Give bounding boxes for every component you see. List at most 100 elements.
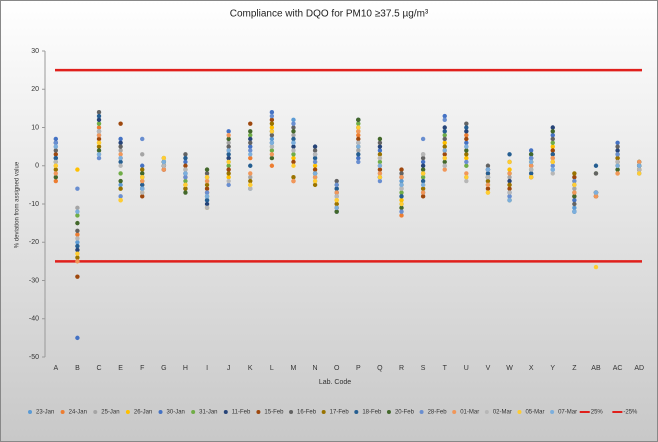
data-point bbox=[507, 171, 512, 176]
data-point bbox=[248, 129, 253, 134]
data-point bbox=[528, 171, 534, 176]
data-point bbox=[75, 243, 80, 249]
data-point bbox=[550, 155, 555, 161]
data-point bbox=[399, 201, 404, 207]
data-point bbox=[356, 125, 361, 130]
data-point bbox=[226, 171, 231, 176]
data-point bbox=[550, 140, 555, 145]
data-point bbox=[507, 197, 512, 203]
data-point bbox=[96, 140, 102, 145]
data-point bbox=[140, 136, 145, 142]
data-point bbox=[442, 152, 447, 157]
data-point bbox=[140, 190, 145, 195]
x-tick-label: AD bbox=[634, 365, 644, 372]
data-point bbox=[442, 132, 447, 138]
data-point bbox=[118, 163, 123, 168]
data-point bbox=[528, 167, 534, 172]
data-point bbox=[226, 182, 231, 188]
data-point bbox=[291, 129, 296, 134]
legend-swatch bbox=[256, 410, 261, 414]
data-point bbox=[442, 159, 447, 165]
data-point bbox=[161, 159, 167, 165]
data-point bbox=[226, 136, 231, 142]
data-point bbox=[464, 140, 469, 145]
data-point bbox=[183, 167, 188, 172]
data-point bbox=[96, 129, 102, 134]
data-point bbox=[118, 178, 123, 184]
data-point bbox=[269, 129, 275, 134]
x-tick-label: L bbox=[270, 365, 274, 372]
data-point bbox=[204, 175, 210, 180]
data-point bbox=[226, 132, 231, 138]
data-point bbox=[75, 259, 80, 264]
data-point bbox=[528, 163, 534, 168]
data-point bbox=[140, 175, 145, 180]
data-point bbox=[96, 125, 102, 130]
data-point bbox=[118, 155, 123, 161]
data-point bbox=[399, 178, 404, 184]
data-point bbox=[75, 209, 80, 214]
x-tick-label: R bbox=[399, 365, 404, 372]
data-point bbox=[269, 152, 275, 157]
data-point bbox=[377, 171, 383, 176]
data-point bbox=[269, 163, 275, 168]
data-point bbox=[550, 129, 555, 134]
data-point bbox=[485, 167, 491, 172]
data-point bbox=[507, 167, 512, 172]
x-axis-label: Lab. Code bbox=[319, 379, 351, 386]
data-point bbox=[312, 144, 318, 149]
data-point bbox=[377, 144, 383, 149]
data-point bbox=[572, 197, 577, 203]
x-tick-label: T bbox=[443, 365, 448, 372]
data-point bbox=[356, 129, 361, 134]
data-point bbox=[356, 152, 361, 157]
data-point bbox=[269, 136, 275, 142]
data-point bbox=[248, 178, 253, 184]
legend-label: 18-Feb bbox=[362, 410, 382, 416]
data-point bbox=[291, 178, 296, 184]
data-point bbox=[334, 186, 339, 191]
data-point bbox=[183, 178, 188, 184]
data-point bbox=[507, 186, 512, 191]
data-point bbox=[183, 182, 188, 188]
data-point bbox=[96, 117, 102, 123]
legend-swatch bbox=[158, 410, 163, 414]
data-point bbox=[161, 167, 167, 172]
data-point bbox=[161, 155, 167, 161]
data-point bbox=[118, 148, 123, 153]
data-point bbox=[312, 159, 318, 165]
data-point bbox=[204, 190, 210, 195]
y-tick-label: 0 bbox=[35, 163, 39, 170]
data-point bbox=[399, 205, 404, 211]
data-point bbox=[312, 148, 318, 153]
data-point bbox=[269, 132, 275, 138]
x-tick-label: V bbox=[486, 365, 491, 372]
data-point bbox=[399, 190, 404, 195]
data-point bbox=[442, 148, 447, 153]
data-point bbox=[485, 163, 491, 168]
x-tick-label: Q bbox=[377, 365, 383, 372]
data-point bbox=[291, 144, 296, 149]
data-point bbox=[572, 182, 577, 188]
data-point bbox=[464, 132, 469, 138]
x-tick-label: C bbox=[96, 365, 101, 372]
data-point bbox=[291, 159, 296, 165]
data-point bbox=[75, 213, 80, 218]
data-point bbox=[312, 178, 318, 184]
x-tick-label: AC bbox=[613, 365, 623, 372]
data-point bbox=[118, 136, 123, 142]
data-point bbox=[615, 148, 620, 153]
data-point bbox=[420, 182, 426, 188]
data-point bbox=[140, 186, 145, 191]
data-point bbox=[593, 264, 599, 270]
data-point bbox=[334, 197, 339, 203]
data-point bbox=[334, 209, 339, 214]
data-point bbox=[161, 163, 167, 168]
data-point bbox=[377, 136, 383, 142]
legend-label: 02-Mar bbox=[493, 410, 512, 416]
data-point bbox=[485, 175, 491, 180]
y-tick-label: -20 bbox=[29, 239, 39, 246]
x-tick-label: U bbox=[464, 365, 469, 372]
legend-label: 24-Jan bbox=[69, 410, 87, 416]
data-point bbox=[53, 140, 59, 145]
